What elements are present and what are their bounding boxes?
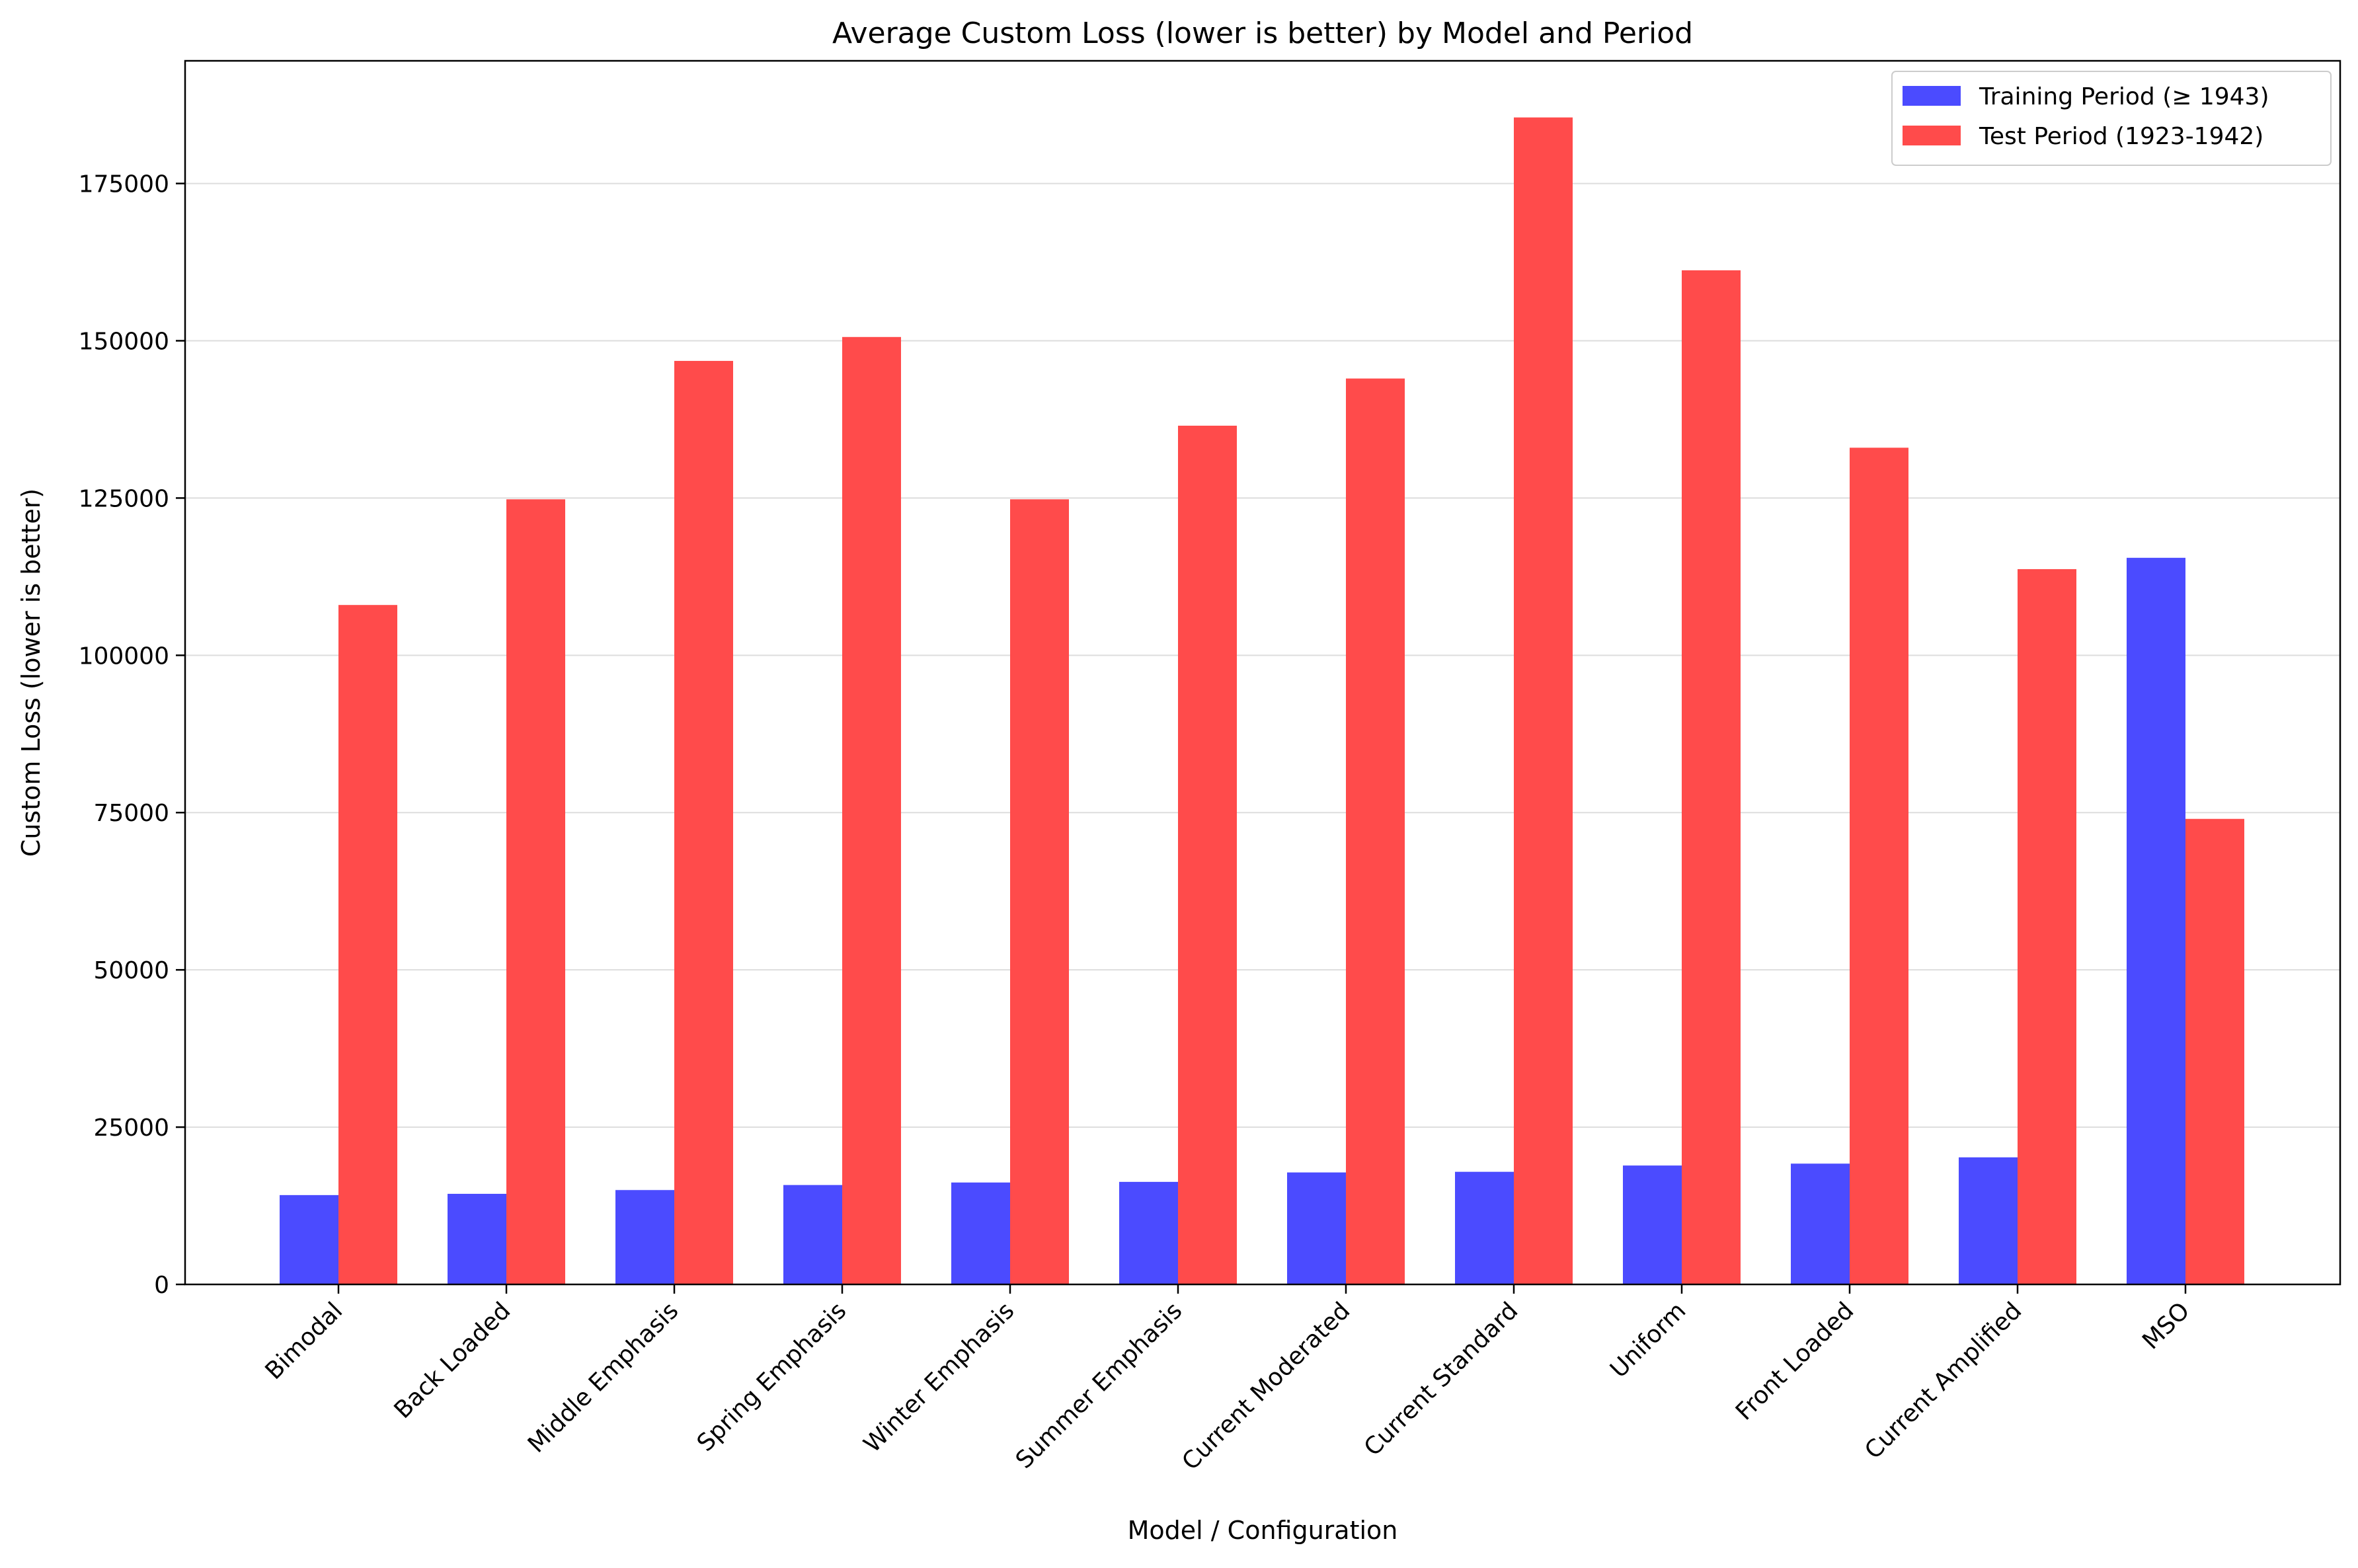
y-axis-label: Custom Loss (lower is better) [17,489,46,857]
bar-test [338,605,397,1285]
y-tick-label: 150000 [79,328,169,355]
bar-training [1287,1172,1346,1284]
bar-training [280,1195,338,1284]
x-axis-label: Model / Configuration [1128,1516,1398,1545]
bar-test [506,499,565,1284]
bar-test [1514,117,1573,1284]
chart-title: Average Custom Loss (lower is better) by… [832,17,1693,50]
bar-test [1010,499,1069,1284]
bar-training [1791,1163,1850,1284]
bars [280,117,2244,1285]
y-tick-label: 175000 [79,171,169,198]
bar-training [783,1185,842,1284]
plot-frame [184,59,2341,1286]
bar-training [448,1193,506,1284]
y-tick-label: 25000 [93,1115,169,1142]
y-tick-label: 50000 [93,957,169,984]
bar-test [2185,818,2244,1284]
legend-label-training: Training Period (≥ 1943) [1979,83,2269,110]
legend-swatch-test [1903,126,1961,145]
bar-training [615,1190,674,1284]
y-tick-label: 75000 [93,800,169,827]
bar-test [1346,378,1405,1285]
bar-training [2127,557,2185,1284]
bar-training [1623,1165,1682,1284]
bar-training [1959,1157,2018,1284]
y-axis-ticks: 0 25000 50000 75000 100000 125000 150000 175000 [79,171,185,1299]
bar-training [1119,1181,1178,1284]
legend-label-test: Test Period (1923-1942) [1979,123,2263,150]
legend-swatch-training [1903,86,1961,106]
bar-training [1455,1171,1514,1284]
bar-training [951,1182,1010,1284]
bar-test [1682,270,1741,1284]
bar-test [2018,568,2076,1284]
bar-test [842,336,901,1284]
y-tick-label: 0 [154,1272,169,1299]
bar-test [1178,425,1237,1284]
bar-test [674,360,733,1284]
y-tick-label: 100000 [79,643,169,670]
legend-box [1891,71,2332,166]
y-tick-label: 125000 [79,485,169,512]
legend: Training Period (≥ 1943) Test Period (19… [1891,71,2332,166]
bar-test [1850,448,1908,1285]
